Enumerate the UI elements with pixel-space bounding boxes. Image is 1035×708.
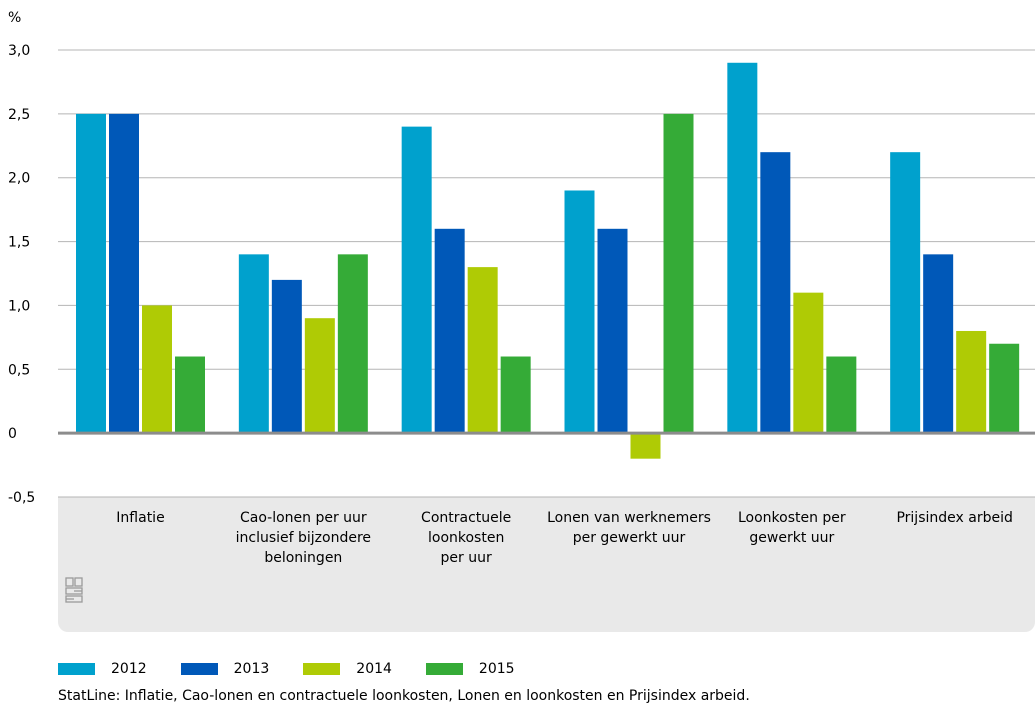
y-tick-label: 2,5 [8, 107, 30, 123]
category-label: Prijsindex arbeid [896, 510, 1012, 526]
bar-2015-5 [989, 343, 1020, 434]
category-label: Cao-lonen per uur [240, 510, 367, 526]
bar-2014-0 [142, 305, 172, 434]
category-label: Loonkosten per [738, 510, 846, 526]
bar-2013-4 [760, 152, 791, 434]
category-label: per uur [441, 550, 492, 566]
bar-2015-0 [175, 356, 205, 434]
y-tick-label: 1,0 [8, 298, 30, 314]
bar-2014-3 [630, 433, 661, 459]
legend-swatch [180, 663, 218, 675]
bar-2013-5 [923, 254, 954, 434]
category-label: gewerkt uur [749, 530, 834, 546]
legend-label: 2015 [478, 661, 515, 677]
legend-label: 2014 [356, 661, 392, 677]
legend-item-2015: 2015 [425, 661, 515, 677]
category-label: inclusief bijzondere [236, 530, 371, 546]
bar-2014-4 [793, 292, 824, 434]
y-tick-label: -0,5 [8, 490, 35, 506]
legend-item-2014: 2014 [303, 661, 392, 677]
category-label: loonkosten [428, 530, 504, 546]
bar-2013-2 [434, 228, 465, 434]
bar-2015-3 [663, 113, 694, 434]
category-label: Inflatie [116, 510, 164, 526]
bar-chart: 3,0 2,5 2,0 1,5 1,0 0,5 0 -0,5 Inflatie Cao-lone… [8, 10, 1035, 632]
bar-2014-1 [304, 318, 335, 434]
legend-swatch [425, 663, 463, 675]
bar-2013-0 [109, 113, 139, 434]
bars [76, 62, 1020, 459]
bar-2015-1 [337, 254, 368, 434]
y-tick-label: 3,0 [8, 43, 30, 59]
bar-2012-5 [890, 152, 921, 434]
bar-2012-2 [401, 126, 432, 434]
legend-swatch [58, 663, 95, 675]
y-tick-labels: 3,0 2,5 2,0 1,5 1,0 0,5 0 -0,5 [8, 43, 35, 506]
legend-label: 2012 [111, 661, 147, 677]
legend: 2012 2013 2014 2015 [58, 661, 549, 677]
legend-label: 2013 [233, 661, 270, 677]
y-tick-label: 0,5 [8, 362, 30, 378]
category-label: per gewerkt uur [573, 530, 686, 546]
category-band-top [58, 497, 1035, 507]
bar-2015-2 [500, 356, 531, 434]
y-axis-label: % [8, 10, 21, 26]
bar-2014-5 [956, 330, 987, 434]
y-tick-label: 2,0 [8, 171, 30, 187]
bar-2013-1 [271, 279, 302, 434]
gridlines [58, 49, 1035, 498]
bar-2014-2 [467, 267, 498, 434]
legend-item-2012: 2012 [58, 661, 147, 677]
bar-2013-3 [597, 228, 628, 434]
category-labels: Inflatie Cao-lonen per uur inclusief bijzo… [116, 510, 1013, 566]
legend-item-2013: 2013 [180, 661, 270, 677]
category-label: Contractuele [421, 510, 511, 526]
y-tick-label: 0 [8, 426, 17, 442]
y-tick-label: 1,5 [8, 235, 30, 251]
legend-swatch [303, 663, 341, 675]
category-label: beloningen [264, 550, 342, 566]
source-note: StatLine: Inflatie, Cao-lonen en contrac… [58, 688, 750, 704]
category-band [58, 497, 1035, 632]
bar-2012-0 [76, 113, 106, 434]
cbs-logo-icon [65, 577, 83, 603]
category-label: Lonen van werknemers [547, 510, 711, 526]
bar-2012-3 [564, 190, 595, 434]
bar-2015-4 [826, 356, 857, 434]
bar-2012-4 [727, 62, 758, 434]
bar-2012-1 [238, 254, 269, 434]
